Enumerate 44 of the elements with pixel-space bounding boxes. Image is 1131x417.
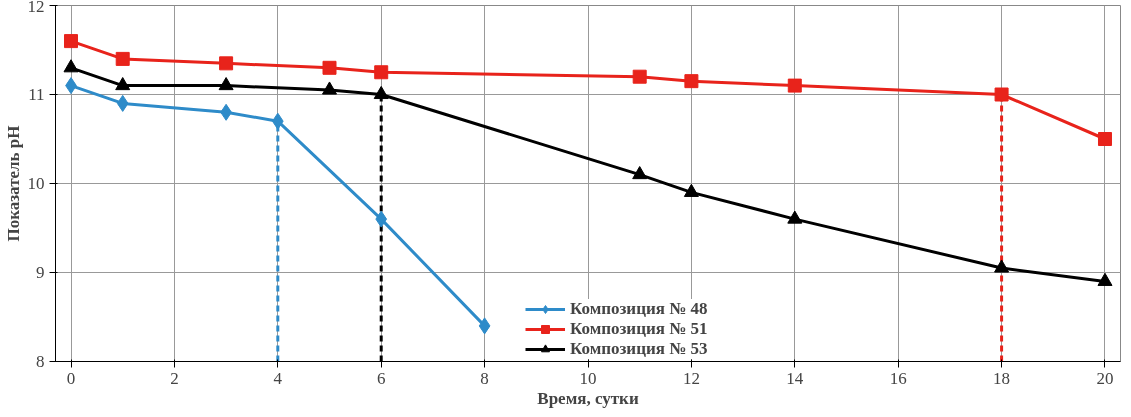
x-tick-label: 0	[66, 368, 76, 388]
point	[219, 56, 234, 71]
x-tick-label: 20	[1096, 368, 1114, 388]
point	[632, 166, 648, 180]
point	[375, 210, 388, 228]
point	[632, 69, 647, 84]
y-tick-label: 9	[36, 263, 45, 282]
x-tick-label: 10	[579, 368, 597, 388]
point	[373, 85, 389, 100]
point	[271, 112, 284, 130]
y-tick-label: 8	[36, 352, 45, 371]
point	[684, 74, 699, 89]
point	[374, 65, 389, 80]
legend-label: Композиция № 53	[570, 339, 708, 359]
point	[322, 60, 337, 75]
x-tick-label: 6	[376, 368, 386, 388]
point	[115, 77, 131, 91]
x-tick-label: 14	[786, 368, 804, 388]
point	[64, 34, 79, 49]
x-tick-label: 2	[170, 368, 179, 388]
y-tick-label: 10	[27, 174, 45, 193]
y-tick-label: 12	[27, 0, 45, 16]
x-tick-label: 12	[682, 368, 700, 388]
x-tick-label: 4	[273, 368, 283, 388]
point	[994, 87, 1009, 102]
x-tick-label: 8	[480, 368, 489, 388]
point	[116, 94, 129, 112]
y-axis-title: Показатель pH	[3, 125, 23, 242]
point	[787, 210, 803, 224]
x-axis-title: Время, сутки	[537, 388, 639, 408]
point	[994, 259, 1010, 273]
x-tick-label: 18	[993, 368, 1011, 388]
point	[322, 81, 337, 95]
point	[63, 59, 79, 73]
point	[1097, 272, 1113, 286]
y-tick-label: 11	[28, 85, 45, 104]
point	[218, 77, 234, 91]
x-tick-label: 16	[889, 368, 907, 388]
point	[683, 183, 699, 197]
point	[115, 51, 130, 66]
legend-label: Композиция № 51	[570, 319, 708, 339]
point	[1097, 132, 1112, 146]
point	[787, 78, 802, 93]
legend-label: Композиция № 48	[570, 299, 708, 319]
